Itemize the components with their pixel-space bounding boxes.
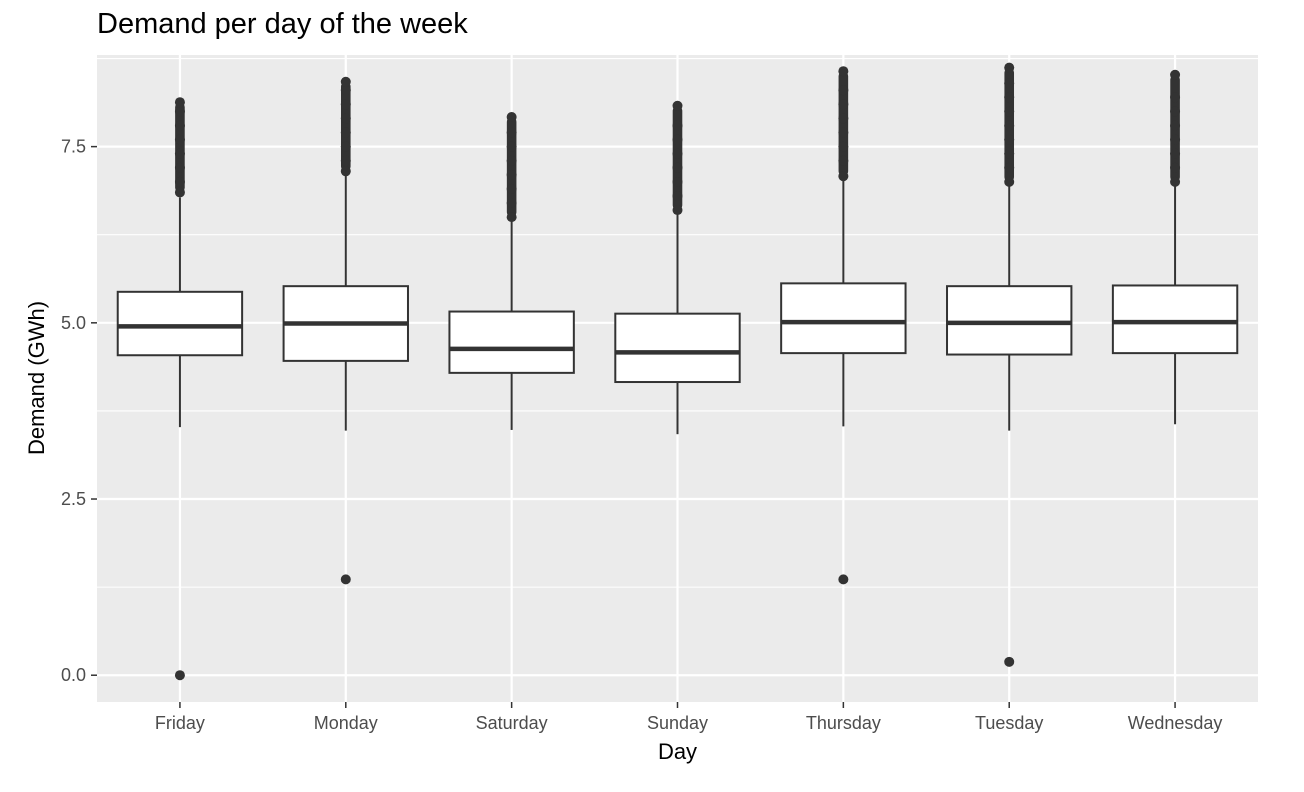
- outlier-point: [838, 66, 849, 77]
- outlier-point: [174, 187, 185, 198]
- box-iqr: [614, 312, 741, 384]
- outlier-point: [1004, 134, 1015, 145]
- outlier-point: [838, 99, 849, 110]
- box-tuesday: [946, 62, 1073, 667]
- box-monday: [282, 76, 409, 585]
- outlier-point: [340, 155, 351, 166]
- box-iqr: [946, 285, 1073, 356]
- outlier-point: [672, 100, 683, 111]
- outlier-point: [174, 134, 185, 145]
- outlier-point: [340, 574, 351, 585]
- outlier-point: [1170, 106, 1181, 117]
- x-tick-label: Thursday: [806, 713, 881, 733]
- outlier-point: [838, 141, 849, 152]
- y-tick-label: 2.5: [61, 489, 86, 509]
- outlier-point: [1004, 148, 1015, 159]
- outlier-point: [1004, 162, 1015, 173]
- y-tick-label: 5.0: [61, 313, 86, 333]
- outlier-point: [174, 670, 185, 681]
- outlier-point: [1170, 69, 1181, 80]
- outlier-point: [506, 212, 517, 223]
- outlier-point: [340, 76, 351, 87]
- outlier-point: [174, 162, 185, 173]
- x-tick-label: Tuesday: [975, 713, 1043, 733]
- outlier-point: [340, 166, 351, 177]
- outlier-point: [340, 85, 351, 96]
- outlier-point: [838, 171, 849, 182]
- outlier-point: [506, 141, 517, 152]
- outlier-point: [838, 113, 849, 124]
- outlier-point: [1170, 134, 1181, 145]
- box-iqr: [1111, 284, 1239, 355]
- outlier-point: [1004, 656, 1015, 667]
- outlier-point: [174, 97, 185, 108]
- outlier-point: [340, 99, 351, 110]
- x-tick-label: Saturday: [476, 713, 548, 733]
- y-axis-title: Demand (GWh): [24, 301, 49, 455]
- outlier-point: [1170, 176, 1181, 187]
- outlier-point: [838, 85, 849, 96]
- outlier-point: [174, 176, 185, 187]
- outlier-point: [506, 155, 517, 166]
- outlier-point: [174, 148, 185, 159]
- x-tick-label: Wednesday: [1128, 713, 1223, 733]
- outlier-point: [1004, 176, 1015, 187]
- outlier-point: [1170, 92, 1181, 103]
- outlier-point: [672, 205, 683, 216]
- outlier-point: [174, 120, 185, 131]
- x-tick-label: Friday: [155, 713, 205, 733]
- outlier-point: [1170, 148, 1181, 159]
- outlier-point: [1170, 162, 1181, 173]
- outlier-point: [1170, 120, 1181, 131]
- box-iqr: [116, 290, 244, 357]
- outlier-point: [838, 574, 849, 585]
- outlier-point: [672, 148, 683, 159]
- y-tick-label: 7.5: [61, 137, 86, 157]
- outlier-point: [1004, 92, 1015, 103]
- x-tick-label: Monday: [314, 713, 378, 733]
- outlier-point: [506, 169, 517, 180]
- outlier-point: [506, 127, 517, 138]
- outlier-point: [672, 120, 683, 131]
- outlier-point: [506, 198, 517, 209]
- outlier-point: [838, 127, 849, 138]
- box-iqr: [780, 282, 907, 355]
- outlier-point: [1004, 78, 1015, 89]
- outlier-point: [506, 112, 517, 123]
- outlier-point: [1004, 106, 1015, 117]
- outlier-point: [506, 183, 517, 194]
- chart-title: Demand per day of the week: [97, 8, 468, 40]
- outlier-point: [672, 162, 683, 173]
- box-iqr: [448, 310, 575, 374]
- outlier-point: [174, 106, 185, 117]
- axis-layer: 0.0 2.5 5.0 7.5 Friday Monday Saturday Sunday Th…: [61, 137, 1222, 733]
- outlier-point: [1004, 62, 1015, 73]
- x-tick-label: Sunday: [647, 713, 708, 733]
- box-wednesday: [1111, 69, 1239, 425]
- outlier-point: [672, 176, 683, 187]
- outlier-point: [340, 113, 351, 124]
- outlier-point: [672, 134, 683, 145]
- box-saturday: [448, 112, 575, 430]
- outlier-point: [340, 127, 351, 138]
- outlier-point: [672, 190, 683, 201]
- box-sunday: [614, 100, 741, 435]
- box-friday: [116, 97, 244, 681]
- x-axis-title: Day: [658, 739, 697, 764]
- outlier-point: [838, 155, 849, 166]
- box-layer: [116, 62, 1239, 681]
- y-tick-label: 0.0: [61, 665, 86, 685]
- outlier-point: [340, 141, 351, 152]
- box-thursday: [780, 66, 907, 585]
- outlier-point: [1004, 120, 1015, 131]
